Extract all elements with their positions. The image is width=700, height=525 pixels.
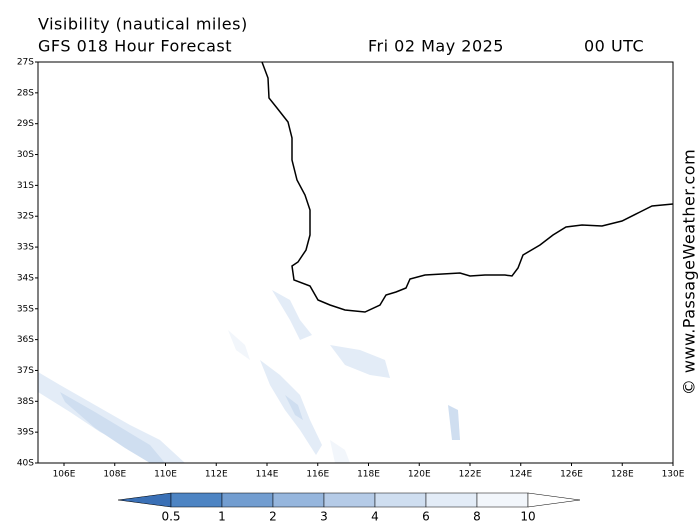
shade [38, 372, 185, 463]
colorbar-end [117, 492, 172, 508]
colorbar-label: 8 [473, 510, 481, 524]
lon-label: 126E [560, 470, 583, 480]
date: Fri 02 May 2025 [368, 37, 504, 56]
colorbar-swatch [272, 492, 325, 508]
colorbar-label: 10 [520, 510, 535, 524]
shade [448, 405, 460, 440]
shade [330, 345, 390, 378]
title: Visibility (nautical miles) [38, 15, 248, 34]
coastline [261, 61, 674, 313]
colorbar-label: 4 [371, 510, 379, 524]
lon-label: 114E [256, 470, 279, 480]
credit: © www.PassageWeather.com [680, 149, 699, 395]
lat-label: 27S [17, 58, 34, 68]
lon-label: 112E [205, 470, 228, 480]
lat-label: 34S [17, 273, 34, 283]
map-frame [37, 61, 674, 464]
lat-label: 39S [17, 428, 34, 438]
lon-label: 106E [53, 470, 76, 480]
shade [272, 290, 312, 340]
shade [285, 395, 303, 420]
lat-label: 37S [17, 366, 34, 376]
lat-label: 33S [17, 243, 34, 253]
lon-label: 130E [662, 470, 685, 480]
shade [260, 360, 322, 455]
visibility-shading [38, 290, 460, 463]
colorbar-label: 3 [320, 510, 328, 524]
lat-label: 35S [17, 304, 34, 314]
colorbar-swatch [221, 492, 274, 508]
time: 00 UTC [584, 37, 644, 56]
colorbar-end [527, 492, 581, 508]
shade [60, 392, 165, 463]
colorbar-label: 2 [269, 510, 277, 524]
colorbar-swatch [476, 492, 529, 508]
shade [228, 330, 250, 360]
subtitle: GFS 018 Hour Forecast [38, 37, 232, 56]
lon-label: 128E [611, 470, 634, 480]
lon-label: 108E [103, 470, 126, 480]
lat-label: 30S [17, 150, 34, 160]
colorbar-swatch [323, 492, 376, 508]
colorbar-label: 1 [218, 510, 226, 524]
shade [330, 440, 350, 463]
colorbar-label: 0.5 [161, 510, 180, 524]
lat-label: 32S [17, 212, 34, 222]
lon-label: 118E [357, 470, 380, 480]
lat-label: 38S [17, 397, 34, 407]
colorbar-swatch [170, 492, 223, 508]
lon-label: 116E [306, 470, 329, 480]
lat-label: 29S [17, 119, 34, 129]
lat-label: 31S [17, 181, 34, 191]
lat-label: 36S [17, 335, 34, 345]
colorbar-swatch [374, 492, 427, 508]
lat-label: 28S [17, 88, 34, 98]
lon-label: 122E [459, 470, 482, 480]
lon-label: 124E [509, 470, 532, 480]
lon-label: 120E [408, 470, 431, 480]
colorbar-label: 6 [422, 510, 430, 524]
colorbar-swatch [425, 492, 478, 508]
lat-label: 40S [17, 459, 34, 469]
lon-label: 110E [154, 470, 177, 480]
